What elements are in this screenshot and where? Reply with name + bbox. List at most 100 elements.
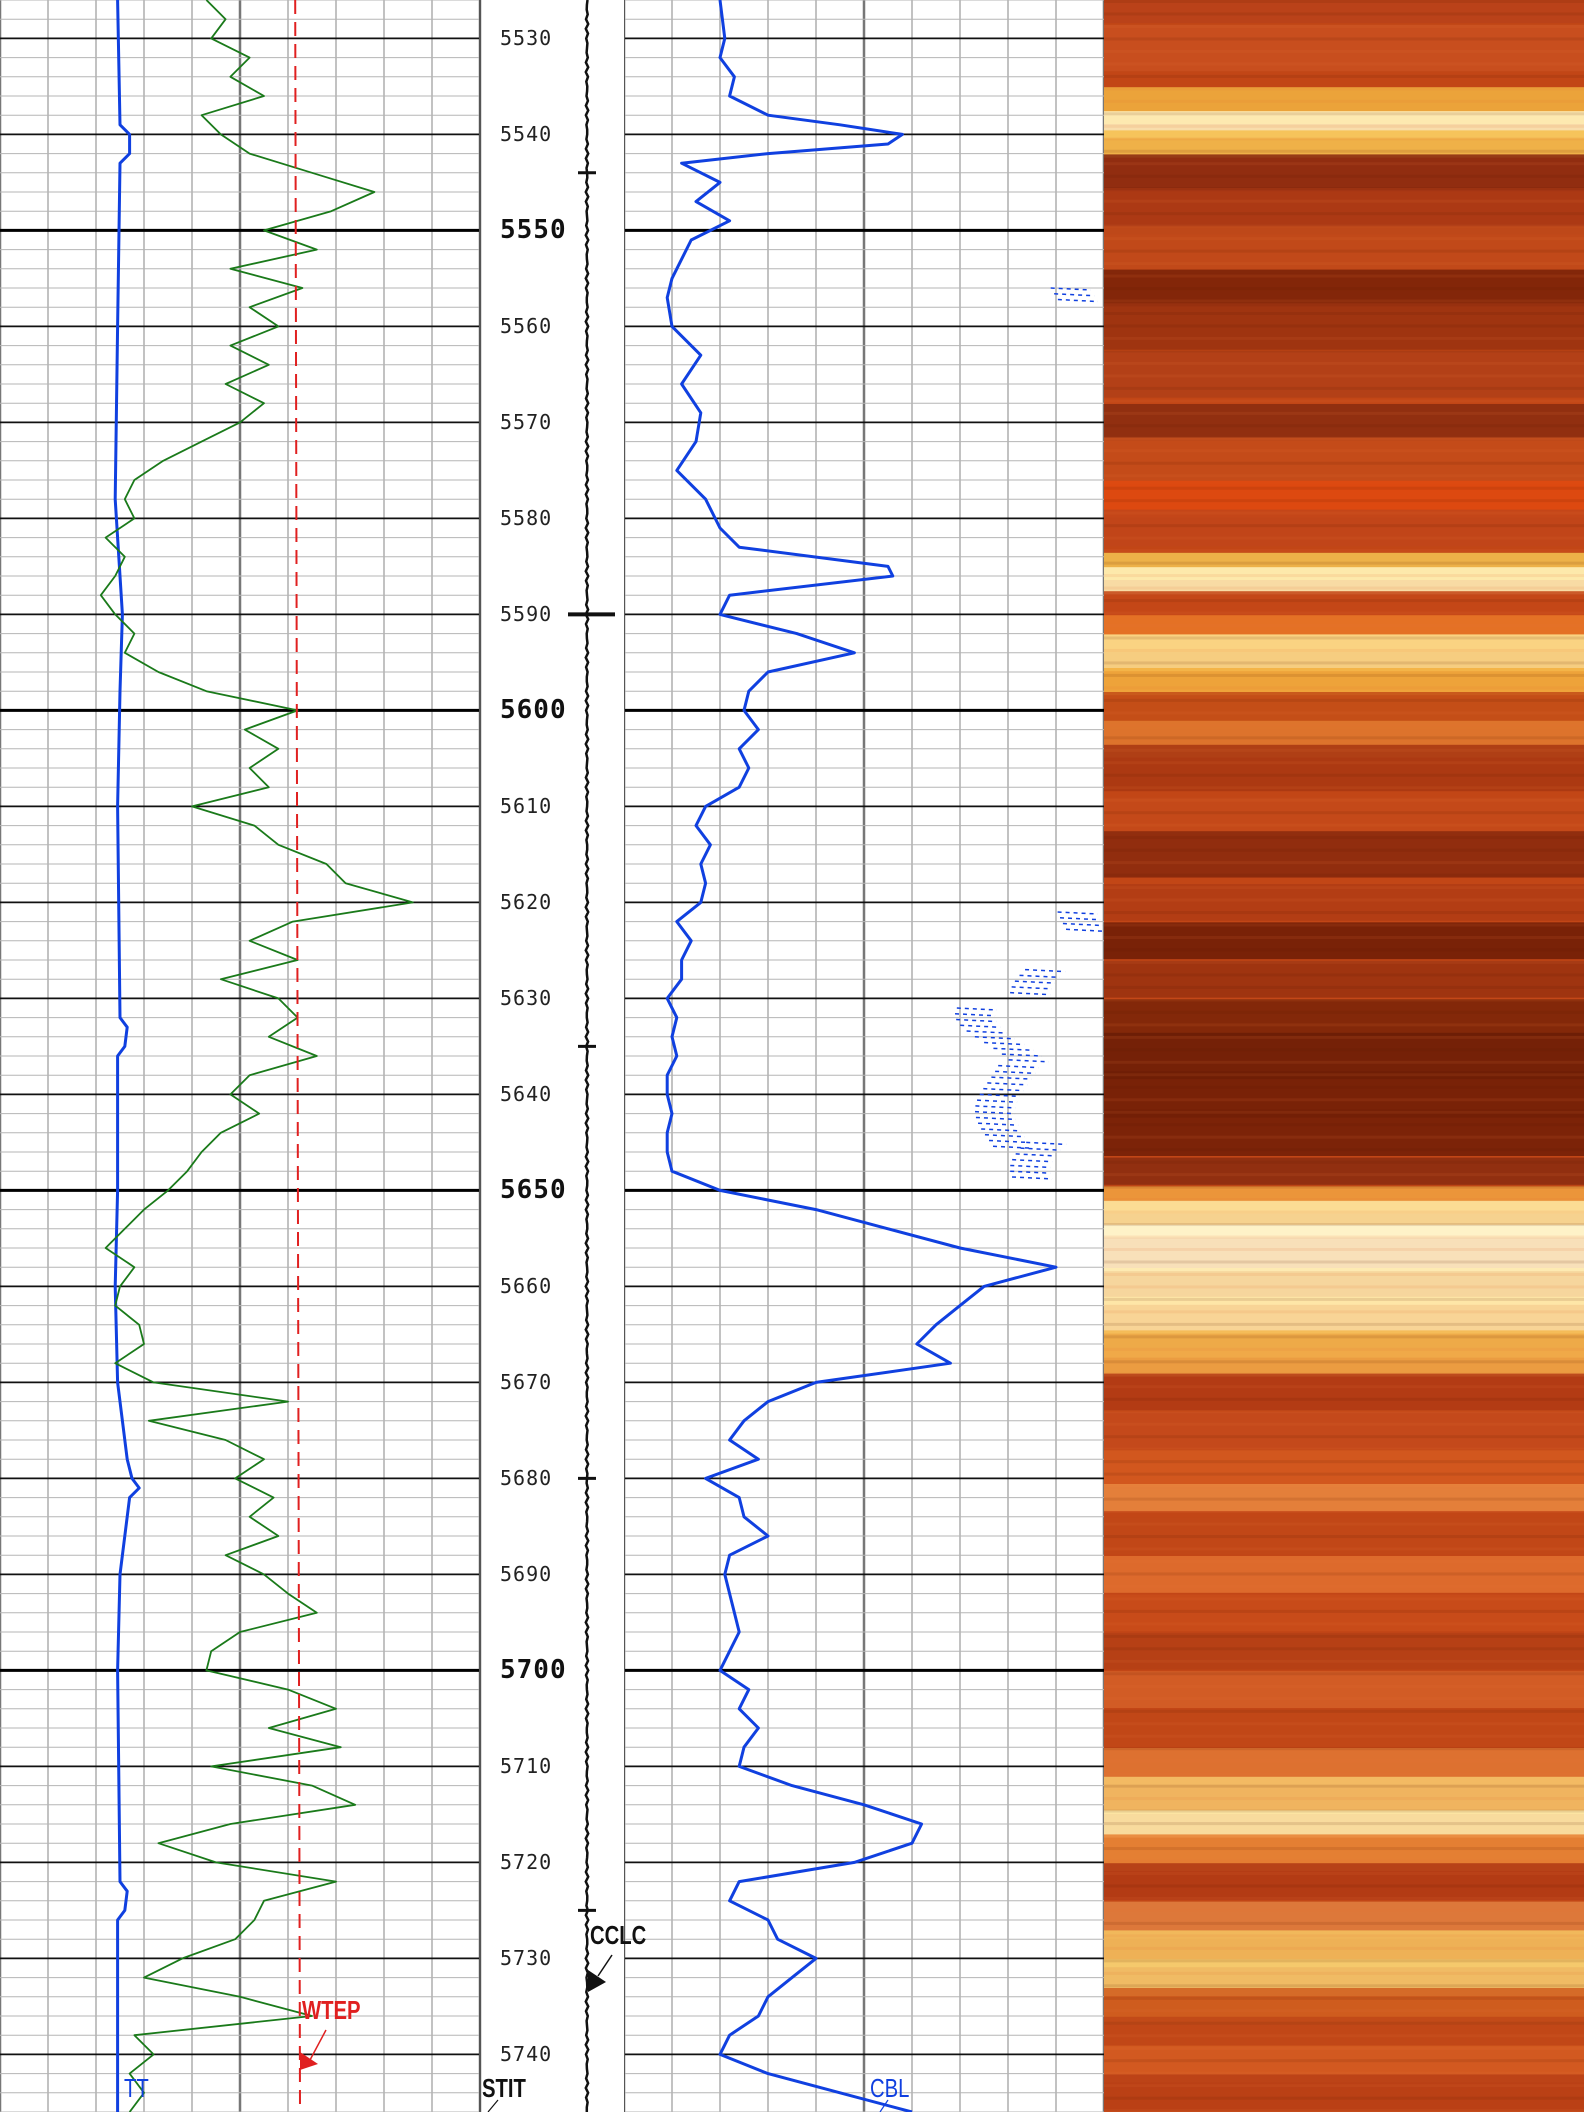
cbl-leader <box>879 2099 889 2112</box>
amplitude-fragment <box>987 1082 1028 1086</box>
image-texture <box>1104 611 1584 615</box>
image-texture <box>1104 549 1584 553</box>
image-texture <box>1104 898 1584 902</box>
image-texture <box>1104 1260 1584 1264</box>
image-band <box>1104 1556 1584 1593</box>
image-texture <box>1104 2096 1584 2100</box>
amplitude-fragment <box>984 1133 1025 1138</box>
image-texture <box>1104 262 1584 266</box>
curve-cbl <box>665 0 1058 2112</box>
image-texture <box>1104 1410 1584 1414</box>
depth-label: 5630 <box>500 986 553 1011</box>
marker-layer <box>300 2029 889 2112</box>
image-texture <box>1104 711 1584 715</box>
image-texture <box>1104 1447 1584 1451</box>
depth-label: 5700 <box>500 1655 567 1686</box>
image-band <box>1104 1632 1584 1670</box>
image-band <box>1104 1863 1584 1900</box>
amplitude-fragment <box>1026 1141 1067 1146</box>
image-texture <box>1104 1535 1584 1539</box>
image-band <box>1104 1709 1584 1747</box>
amplitude-fragment <box>1057 911 1098 915</box>
depth-label: 5720 <box>500 1850 553 1875</box>
image-texture <box>1104 1547 1584 1551</box>
image-texture <box>1104 1048 1584 1052</box>
image-band <box>1104 567 1584 595</box>
image-band <box>1104 154 1584 192</box>
amplitude-fragment <box>976 1099 1018 1103</box>
image-band <box>1104 269 1584 307</box>
depth-label: 5620 <box>500 890 553 915</box>
image-texture <box>1104 2071 1584 2075</box>
image-band <box>1104 24 1584 72</box>
image-texture <box>1104 1185 1584 1189</box>
image-texture <box>1104 636 1584 640</box>
image-texture <box>1104 1223 1584 1227</box>
image-texture <box>1104 973 1584 977</box>
amplitude-fragment <box>991 1076 1032 1080</box>
image-texture <box>1104 399 1584 403</box>
image-texture <box>1104 661 1584 665</box>
image-band <box>1104 634 1584 672</box>
image-texture <box>1104 2046 1584 2050</box>
amplitude-fragment <box>1065 928 1105 933</box>
image-texture <box>1104 761 1584 765</box>
image-band <box>1104 922 1584 960</box>
image-texture <box>1104 1160 1584 1164</box>
image-texture <box>1104 74 1584 78</box>
image-texture <box>1104 199 1584 203</box>
image-texture <box>1104 1921 1584 1925</box>
image-texture <box>1104 461 1584 465</box>
image-texture <box>1104 1560 1584 1563</box>
depth-label: 5660 <box>500 1274 553 1299</box>
image-texture <box>1104 836 1584 840</box>
image-texture <box>1104 574 1584 578</box>
image-texture <box>1104 1971 1584 1975</box>
image-texture <box>1104 524 1584 528</box>
image-texture <box>1104 1697 1584 1701</box>
image-texture <box>1104 374 1584 378</box>
image-band <box>1104 226 1584 273</box>
image-band <box>1104 591 1584 619</box>
curve-wtep <box>294 0 301 2112</box>
image-texture <box>1104 1734 1584 1738</box>
image-texture <box>1104 1060 1584 1064</box>
image-texture <box>1104 1784 1584 1788</box>
image-texture <box>1104 449 1584 453</box>
ccl-track <box>568 0 624 2112</box>
image-band <box>1104 1296 1584 1334</box>
image-texture <box>1104 748 1584 752</box>
depth-label: 5590 <box>500 602 553 627</box>
image-texture <box>1104 1098 1584 1102</box>
image-texture <box>1104 1472 1584 1476</box>
image-texture <box>1104 49 1584 53</box>
image-texture <box>1104 786 1584 790</box>
amplitude-fragment <box>993 1047 1034 1052</box>
image-texture <box>1104 1996 1584 2000</box>
amplitude-fragment <box>1062 922 1103 927</box>
ccl-curve <box>584 0 590 2112</box>
image-texture <box>1104 1884 1584 1888</box>
image-texture <box>1104 561 1584 565</box>
image-band <box>1104 797 1584 835</box>
image-texture <box>1104 1085 1584 1089</box>
image-texture <box>1104 1809 1584 1813</box>
image-texture <box>1104 2109 1584 2112</box>
image-texture <box>1104 1385 1584 1389</box>
amplitude-fragment <box>998 1064 1039 1069</box>
image-texture <box>1104 24 1584 28</box>
image-texture <box>1104 1435 1584 1439</box>
image-texture <box>1104 798 1584 802</box>
image-band <box>1104 1810 1584 1838</box>
image-texture <box>1104 174 1584 178</box>
depth-label: 5530 <box>500 26 553 51</box>
amplitude-fragment <box>978 1122 1019 1126</box>
image-band <box>1104 668 1584 696</box>
image-texture <box>1104 736 1584 740</box>
curve-stit <box>99 0 414 2112</box>
amplitude-fragment <box>960 1024 1001 1029</box>
image-band <box>1104 1450 1584 1488</box>
image-texture <box>1104 1272 1584 1276</box>
